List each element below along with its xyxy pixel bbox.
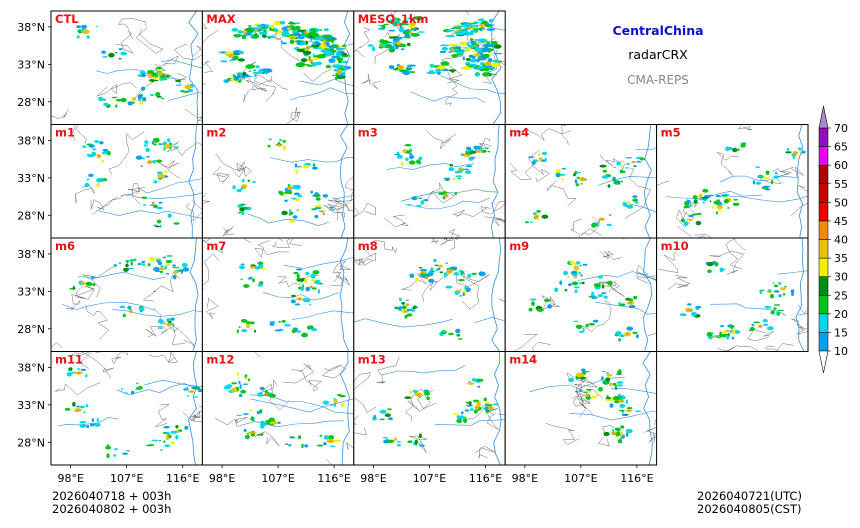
lat-tick-label: 33°N (17, 172, 45, 185)
panel-m13: m13 (353, 351, 506, 466)
lon-tick-label: 107°E (413, 472, 446, 485)
panel-m12: m12 (201, 351, 355, 466)
valid-time-cst: 2026040805(CST) (697, 502, 802, 516)
colorbar-tick-label: 45 (834, 215, 848, 228)
lon-tick-label: 116°E (620, 472, 653, 485)
panel-label: m9 (509, 239, 529, 253)
panel-label: m1 (55, 126, 75, 140)
panel-meso_1km: MESO_1km (353, 10, 506, 125)
panel-label: MESO_1km (358, 12, 429, 27)
panel-label: m8 (358, 239, 378, 253)
colorbar-bin (818, 202, 829, 222)
colorbar-tick-label: 50 (834, 196, 848, 209)
panel-label: m14 (509, 353, 537, 367)
panel-m3: m3 (353, 124, 506, 239)
panel-label: m7 (206, 239, 226, 253)
colorbar: 10 15 20 25 30 35 40 45 50 55 60 65 70 (818, 105, 848, 374)
colorbar-extend-min (818, 350, 829, 374)
colorbar-tick-label: 20 (834, 308, 848, 321)
colorbar-tick-label: 65 (834, 141, 848, 154)
colorbar-tick-label: 55 (834, 178, 848, 191)
lon-tick-label: 116°E (317, 472, 350, 485)
colorbar-tick-label: 30 (834, 271, 848, 284)
lat-tick-label: 28°N (17, 209, 45, 222)
lon-tick-label: 116°E (469, 472, 502, 485)
lat-tick-label: 33°N (17, 58, 45, 71)
lat-tick-label: 28°N (17, 436, 45, 449)
panel-m7: m7 (201, 237, 355, 352)
lon-tick-label: 116°E (166, 472, 199, 485)
panel-label: m12 (206, 353, 234, 367)
panel-label: m10 (661, 239, 689, 253)
panel-m5: m5 (656, 124, 809, 239)
colorbar-bin (818, 164, 829, 185)
colorbar-bin (818, 332, 829, 352)
lat-tick-label: 38°N (17, 361, 45, 374)
panel-m2: m2 (201, 124, 355, 239)
colorbar-tick-label: 35 (834, 252, 848, 265)
panel-m1: m1 (50, 124, 203, 239)
panel-m14: m14 (504, 351, 658, 466)
panel-label: m6 (55, 239, 75, 253)
colorbar-extend-max (818, 105, 829, 129)
valid-time-utc: 2026040721(UTC) (697, 489, 802, 503)
init-time-cst: 2026040802 + 003h (52, 502, 172, 516)
colorbar-bin (818, 295, 829, 315)
lon-tick-label: 107°E (261, 472, 294, 485)
panel-m4: m4 (504, 124, 658, 239)
colorbar-tick-label: 70 (834, 122, 848, 135)
panel-label: m4 (509, 126, 529, 140)
lon-tick-label: 98°E (57, 472, 83, 485)
panel-m8: m8 (353, 237, 506, 352)
colorbar-tick-label: 10 (834, 345, 848, 358)
lat-tick-label: 28°N (17, 323, 45, 336)
colorbar-bin (818, 220, 829, 240)
panel-label: MAX (206, 12, 235, 26)
colorbar-bin (818, 276, 829, 296)
colorbar-tick-label: 15 (834, 326, 848, 339)
lon-tick-label: 98°E (512, 472, 538, 485)
lat-tick-label: 33°N (17, 399, 45, 412)
colorbar-bin (818, 146, 829, 166)
panel-m9: m9 (504, 237, 658, 352)
lat-tick-label: 33°N (17, 285, 45, 298)
panel-label: m13 (358, 353, 386, 367)
panel-label: m11 (55, 353, 83, 367)
region-title: CentralChina (612, 23, 704, 38)
init-time-utc: 2026040718 + 003h (52, 489, 172, 503)
panel-label: m2 (206, 126, 226, 140)
panel-m11: m11 (50, 351, 203, 466)
lat-tick-label: 38°N (17, 248, 45, 261)
panel-label: m3 (358, 126, 378, 140)
colorbar-bin (818, 313, 829, 333)
model-title: CMA-REPS (627, 73, 689, 87)
variable-title: radarCRX (628, 47, 688, 62)
lat-tick-label: 28°N (17, 96, 45, 109)
lon-tick-label: 107°E (110, 472, 143, 485)
colorbar-bin (818, 239, 829, 259)
panel-m6: m6 (50, 237, 203, 352)
colorbar-tick-label: 60 (834, 159, 848, 172)
lon-tick-label: 98°E (209, 472, 235, 485)
colorbar-tick-label: 25 (834, 289, 848, 302)
lon-tick-label: 107°E (564, 472, 597, 485)
colorbar-tick-label: 40 (834, 234, 848, 247)
panel-m10: m10 (656, 237, 809, 352)
panel-max: MAX (201, 10, 355, 125)
lon-tick-label: 98°E (360, 472, 386, 485)
colorbar-bin (818, 127, 829, 147)
panel-label: m5 (661, 126, 681, 140)
lat-tick-label: 38°N (17, 21, 45, 34)
panel-label: CTL (55, 12, 79, 26)
colorbar-bin (818, 257, 829, 277)
lat-tick-label: 38°N (17, 134, 45, 147)
colorbar-bin (818, 183, 829, 203)
panel-ctl: CTL (50, 10, 203, 125)
